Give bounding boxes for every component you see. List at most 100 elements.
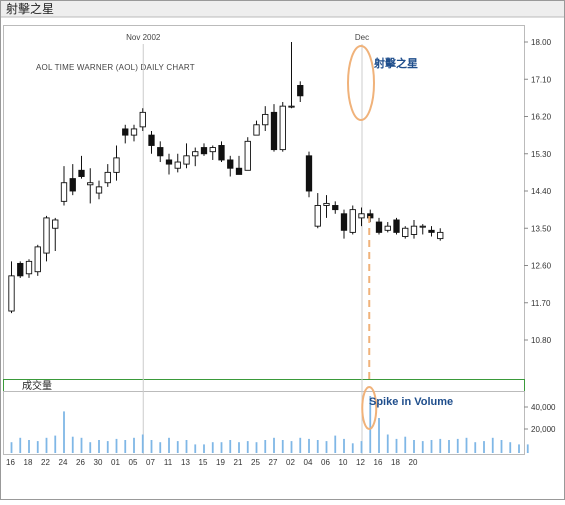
volume-bar — [386, 434, 389, 453]
volume-bar — [185, 440, 188, 453]
price-axis-ticks: 18.00 17.10 16.20 15.30 14.40 13.50 12.60 11.70… — [524, 38, 552, 345]
candle — [375, 217, 383, 235]
candle — [200, 143, 208, 156]
volume-bar — [80, 437, 83, 453]
candle-body-bullish — [262, 113, 269, 126]
price-tick-label: 14.40 — [531, 187, 552, 196]
candle-body-bearish — [200, 147, 208, 155]
x-tick-label: 27 — [269, 458, 278, 467]
header-bar — [1, 1, 564, 17]
candle — [349, 205, 356, 235]
x-tick-label: 20 — [409, 458, 418, 467]
candle — [87, 168, 94, 204]
volume-bar — [474, 442, 477, 453]
volume-bar — [19, 437, 22, 453]
volume-bar — [264, 440, 267, 453]
candle — [60, 166, 68, 206]
candle — [270, 104, 278, 152]
candle — [192, 147, 199, 167]
candle — [130, 124, 138, 142]
candle — [104, 164, 111, 187]
candle — [297, 81, 304, 103]
volume-bar — [246, 441, 249, 453]
candle — [437, 228, 444, 241]
candle-body-bearish — [165, 159, 173, 165]
candle-body-bearish — [69, 178, 76, 192]
volume-panel-header — [3, 379, 525, 392]
volume-bar — [439, 438, 442, 453]
volume-bar — [194, 444, 197, 453]
candle-body-bullish — [34, 246, 41, 273]
candle — [113, 145, 120, 181]
volume-bars — [10, 396, 529, 453]
volume-bar — [133, 437, 135, 453]
candle-body-bullish — [183, 155, 190, 165]
candle-body-bullish — [139, 111, 146, 128]
candle — [95, 180, 103, 200]
candle-body-bullish — [95, 186, 103, 194]
candle — [8, 261, 15, 314]
volume-bar — [141, 434, 144, 453]
candle-body-bearish — [17, 262, 24, 277]
volume-bar — [168, 437, 170, 453]
x-tick-label: 06 — [321, 458, 330, 467]
candle — [358, 207, 365, 227]
candle-body-bullish — [8, 275, 15, 312]
price-tick-label: 18.00 — [531, 38, 552, 47]
volume-bar — [404, 436, 407, 453]
candle-body-bullish — [384, 225, 391, 231]
candle — [340, 209, 348, 239]
x-tick-label: 16 — [6, 458, 15, 467]
volume-bar — [281, 440, 284, 453]
volume-tick-label: 40,000 — [531, 403, 556, 412]
candle-body-bullish — [349, 209, 356, 233]
candle — [34, 244, 41, 276]
x-tick-label: 16 — [374, 458, 383, 467]
volume-bar — [351, 443, 354, 453]
candle-body-bearish — [235, 167, 243, 175]
candle — [139, 108, 146, 131]
price-tick-label: 10.80 — [531, 336, 552, 345]
candle — [69, 164, 76, 196]
candle-body-bearish — [393, 219, 400, 233]
volume-bar — [526, 444, 529, 453]
volume-bar — [465, 437, 468, 453]
candle-body-bearish — [332, 205, 339, 211]
candle — [165, 153, 173, 175]
annotations: 射擊之星 Spike in Volume — [347, 45, 453, 430]
volume-plot-frame — [3, 391, 525, 455]
candle — [25, 259, 33, 278]
shooting-star-highlight-ellipse — [347, 45, 375, 121]
volume-bar — [159, 442, 162, 453]
candle-body-bullish — [437, 231, 444, 240]
candle — [262, 106, 269, 131]
volume-bar — [28, 440, 30, 453]
volume-bar — [54, 435, 57, 453]
volume-bar — [483, 441, 485, 453]
candle — [244, 137, 251, 171]
x-tick-label: 26 — [76, 458, 85, 467]
candle-body-bullish — [43, 217, 50, 254]
volume-bar — [176, 441, 179, 453]
volume-spike-highlight-ellipse — [361, 386, 378, 430]
header-title: 射擊之星 — [6, 1, 54, 16]
x-tick-label: 01 — [111, 458, 120, 467]
volume-bar — [334, 435, 337, 453]
candle-body-bearish — [227, 159, 234, 169]
candle — [17, 261, 24, 278]
candle-body-bullish — [402, 227, 409, 237]
volume-bar — [518, 444, 520, 453]
candle-body-bearish — [78, 169, 85, 177]
volume-axis-ticks: 40,000 20,000 — [524, 403, 556, 434]
month-label: Dec — [355, 33, 369, 42]
shooting-star-annotation: 射擊之星 — [373, 56, 418, 70]
x-tick-label: 30 — [94, 458, 103, 467]
price-tick-label: 11.70 — [531, 299, 551, 308]
candle — [253, 120, 260, 136]
volume-bar — [343, 438, 345, 453]
volume-bar — [203, 444, 205, 453]
candle — [209, 145, 216, 160]
volume-bar — [299, 437, 302, 453]
candle-body-bearish — [375, 221, 383, 233]
